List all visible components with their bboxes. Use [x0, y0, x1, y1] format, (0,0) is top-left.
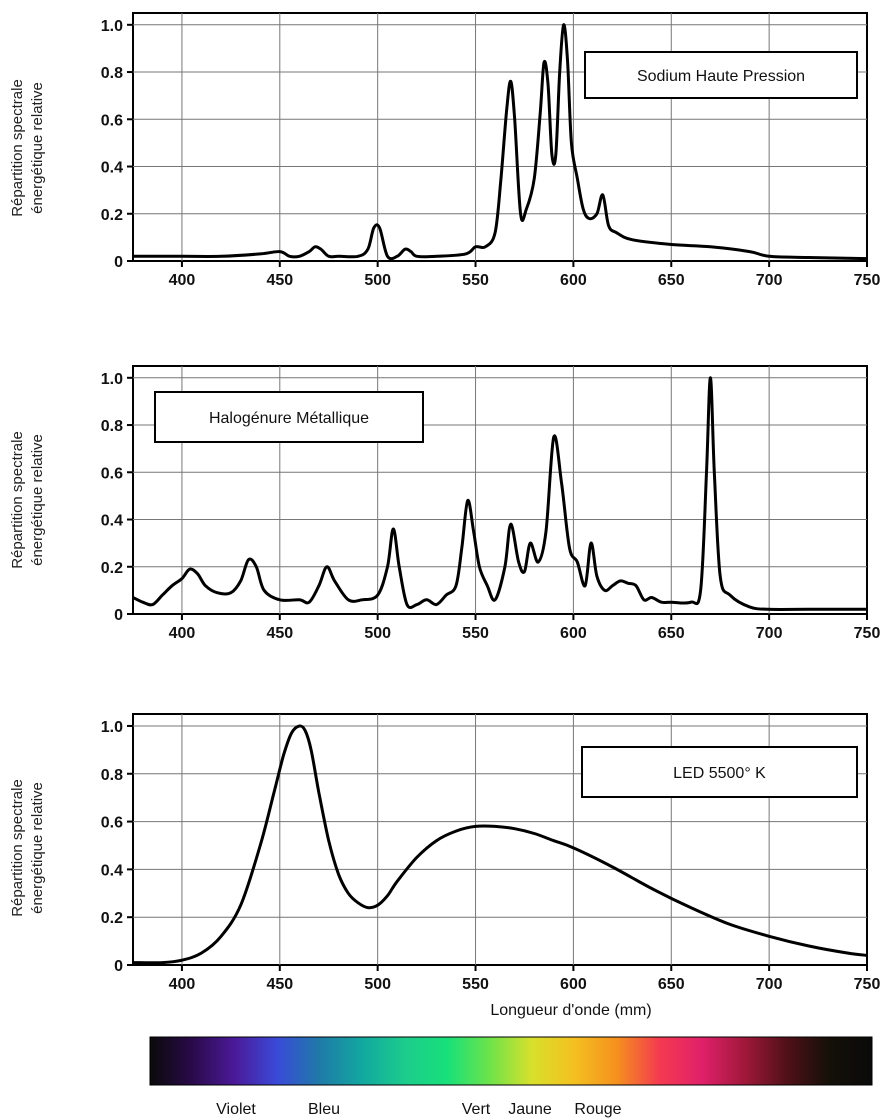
plot-area	[132, 12, 868, 262]
x-tick-label: 750	[854, 976, 881, 993]
y-tick-label: 0.2	[101, 207, 123, 224]
y-tick-label: 1.0	[101, 371, 123, 388]
series-line	[132, 724, 868, 965]
x-tick-label: 600	[560, 272, 587, 289]
x-tick-label: 550	[462, 625, 489, 642]
y-tick-label: 0	[114, 607, 123, 624]
series-line	[132, 376, 867, 611]
x-tick-label: 450	[266, 976, 293, 993]
y-tick-label: 0.6	[101, 815, 123, 832]
y-tick-label: 0.6	[101, 112, 123, 129]
series-line	[133, 23, 868, 261]
y-axis-label-line: Répartition spectrale	[9, 79, 26, 217]
sodium-chart-panel: 0 0.2 0.4 0.6 0.8 1.0 400 450 500 550 600 650 700 750…	[9, 12, 881, 289]
y-tick-label: 0.6	[101, 465, 123, 482]
legend-box	[154, 391, 424, 443]
metal-halide-chart-panel: 0 0.2 0.4 0.6 0.8 1.0 400 450 500 550 600 650 700 750…	[9, 365, 881, 642]
spectrum-label-jaune: Jaune	[508, 1101, 552, 1118]
x-tick-label: 550	[462, 976, 489, 993]
y-tick-label: 0.8	[101, 418, 123, 435]
legend-label: Halogénure Métallique	[209, 410, 369, 427]
legend-label: Sodium Haute Pression	[637, 68, 805, 85]
y-tick-label: 0	[114, 958, 123, 975]
spectrum-label-vert: Vert	[462, 1101, 491, 1118]
y-axis-label-line: énergétique relative	[29, 782, 46, 914]
y-tick-label: 1.0	[101, 719, 123, 736]
x-tick-label: 700	[756, 625, 783, 642]
x-tick-label: 700	[756, 976, 783, 993]
x-axis-title: Longueur d'onde (mm)	[490, 1002, 651, 1019]
y-tick-label: 0.4	[101, 862, 123, 879]
x-tick-label: 400	[169, 272, 196, 289]
x-tick-label: 500	[364, 272, 391, 289]
x-tick-label: 650	[658, 976, 685, 993]
legend-box	[581, 746, 858, 798]
y-axis-label-line: énergétique relative	[29, 434, 46, 566]
legend-label: LED 5500° K	[673, 765, 766, 782]
y-axis-label-line: énergétique relative	[29, 82, 46, 214]
legend-box	[584, 51, 858, 99]
y-tick-label: 0.2	[101, 910, 123, 927]
spectrum-label-violet: Violet	[216, 1101, 256, 1118]
x-tick-label: 500	[364, 976, 391, 993]
x-tick-label: 750	[854, 272, 881, 289]
color-spectrum-bar	[149, 1036, 873, 1086]
x-tick-label: 600	[560, 625, 587, 642]
x-tick-label: 750	[854, 625, 881, 642]
x-tick-label: 400	[169, 976, 196, 993]
y-tick-label: 1.0	[101, 18, 123, 35]
y-tick-label: 0.4	[101, 160, 123, 177]
x-tick-label: 600	[560, 976, 587, 993]
spectrum-label-rouge: Rouge	[574, 1101, 621, 1118]
x-tick-label: 700	[756, 272, 783, 289]
x-tick-label: 500	[364, 625, 391, 642]
x-tick-label: 650	[658, 625, 685, 642]
x-tick-label: 450	[266, 625, 293, 642]
y-tick-label: 0.2	[101, 560, 123, 577]
spectrum-label-bleu: Bleu	[308, 1101, 340, 1118]
x-tick-label: 450	[266, 272, 293, 289]
y-tick-label: 0.8	[101, 65, 123, 82]
y-axis-label-line: Répartition spectrale	[9, 431, 26, 569]
y-axis-label-line: Répartition spectrale	[9, 779, 26, 917]
led-chart-panel: 0 0.2 0.4 0.6 0.8 1.0 400 450 500 550 600 650 700 750…	[9, 713, 881, 993]
x-tick-label: 400	[169, 625, 196, 642]
y-tick-label: 0.4	[101, 513, 123, 530]
y-tick-label: 0	[114, 254, 123, 271]
x-tick-label: 650	[658, 272, 685, 289]
y-tick-label: 0.8	[101, 767, 123, 784]
x-tick-label: 550	[462, 272, 489, 289]
